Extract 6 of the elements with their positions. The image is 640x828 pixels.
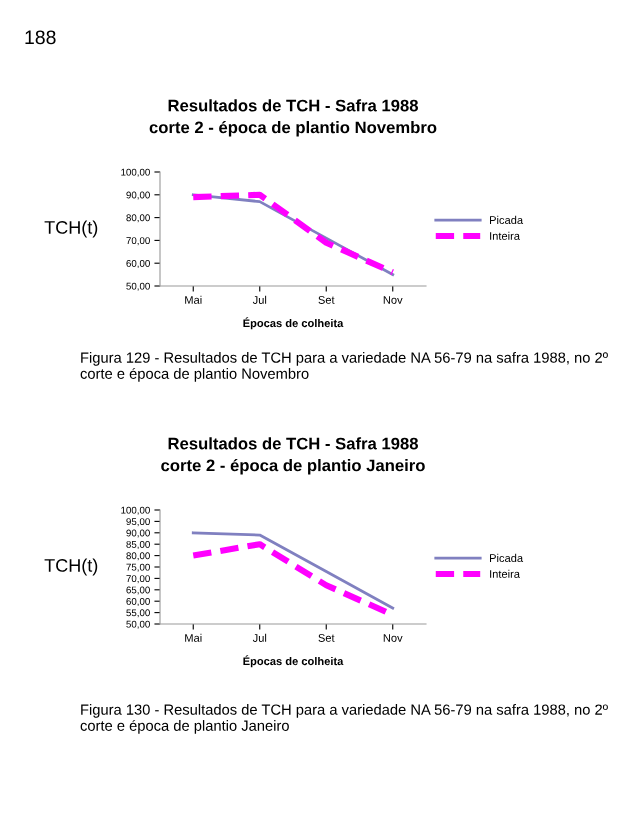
y-axis-title: TCH(t) [44, 558, 98, 576]
chart-title: Resultados de TCH - Safra 1988 corte 2 - época de plantio Janeiro [161, 437, 425, 475]
line-series [191, 531, 395, 610]
text: 188 [25, 30, 56, 45]
chart-title: Resultados de TCH - Safra 1988 corte 2 - época de plantio Novembro [149, 99, 437, 137]
y-axis-title: TCH(t) [44, 220, 98, 238]
